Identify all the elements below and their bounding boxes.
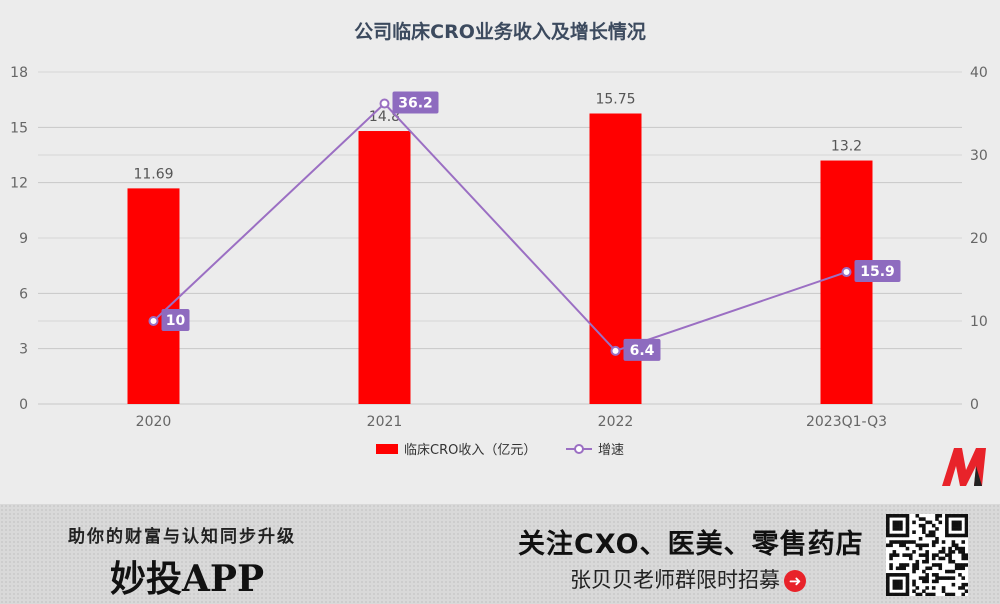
legend-swatch-marker [574, 444, 584, 454]
line-data-label-box [854, 260, 901, 283]
y-left-tick-label: 3 [19, 342, 28, 358]
app-name: 妙投APP [110, 558, 265, 600]
x-tick-label: 2020 [136, 414, 172, 430]
footer-headline: 关注CXO、医美、零售药店 [518, 529, 864, 560]
y-right-tick-label: 30 [970, 148, 988, 164]
line-point [379, 98, 390, 109]
y-right-tick-label: 40 [970, 65, 988, 81]
arrow-right-circle-icon: ➜ [784, 570, 806, 592]
axes: 0 3 6 9 12 15 18 0 10 20 30 40 2020 2021 2022 2023Q1-Q3 [10, 65, 988, 430]
y-left-tick-label: 15 [10, 120, 28, 136]
y-left-tick-label: 18 [10, 65, 28, 81]
chart-area: 公司临床CRO业务收入及增长情况 11.69 14.8 15.75 13.2 10 36… [10, 20, 988, 458]
line-data-label: 36.2 [398, 96, 433, 112]
bar-data-label: 13.2 [831, 139, 862, 155]
line-data-label-box [392, 91, 439, 114]
qr-code-icon[interactable] [886, 514, 969, 597]
line-data-label: 15.9 [860, 264, 895, 280]
legend-label-line: 增速 [598, 443, 624, 458]
line-point [841, 267, 852, 278]
miaotou-logo-icon [938, 444, 990, 490]
bar [358, 131, 411, 404]
footer-subline[interactable]: 张贝贝老师群限时招募 ➜ [570, 564, 806, 594]
promo-footer: 助你的财富与认知同步升级 妙投APP 关注CXO、医美、零售药店 张贝贝老师群限… [0, 504, 1000, 604]
legend-label-bar: 临床CRO收入（亿元） [404, 443, 536, 458]
growth-line [152, 102, 847, 353]
line-point [610, 345, 621, 356]
bar [820, 160, 873, 404]
y-left-tick-label: 12 [10, 176, 28, 192]
line-point [148, 316, 159, 326]
bar-data-label: 11.69 [133, 166, 173, 182]
line-data-label: 10 [166, 313, 186, 329]
bar-data-label: 15.75 [595, 92, 635, 108]
y-right-tick-label: 0 [970, 397, 979, 413]
y-left-tick-label: 6 [19, 286, 28, 302]
line-data-label-box [623, 338, 661, 361]
x-tick-label: 2021 [367, 414, 403, 430]
x-tick-label: 2023Q1-Q3 [806, 414, 887, 430]
line-series: 10 36.2 6.4 15.9 [148, 91, 901, 361]
grid [38, 71, 962, 405]
footer-tagline: 助你的财富与认知同步升级 [68, 527, 296, 547]
y-right-tick-label: 20 [970, 231, 988, 247]
y-left-tick-label: 0 [19, 397, 28, 413]
x-tick-label: 2022 [598, 414, 634, 430]
legend-swatch-bar [376, 444, 398, 454]
line-data-label-box [161, 309, 190, 331]
legend: 临床CRO收入（亿元） 增速 [376, 443, 624, 458]
line-data-label: 6.4 [630, 343, 655, 359]
y-left-tick-label: 9 [19, 231, 28, 247]
chart-title: 公司临床CRO业务收入及增长情况 [354, 20, 646, 43]
footer-subline-text: 张贝贝老师群限时招募 [570, 568, 780, 592]
y-right-tick-label: 10 [970, 314, 988, 330]
bar [127, 188, 180, 404]
